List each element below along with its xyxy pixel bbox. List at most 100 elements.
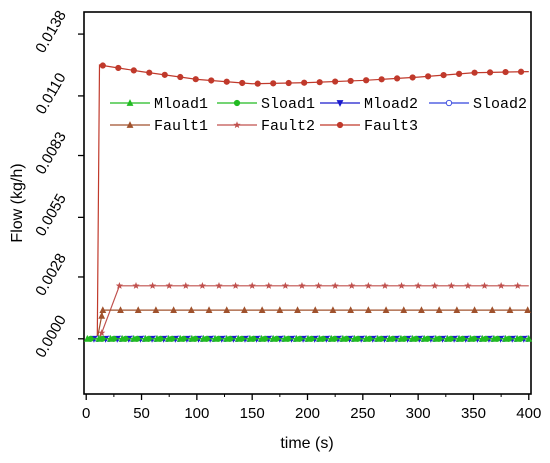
marker-fault1 xyxy=(205,306,213,313)
y-tick-label: 0.0000 xyxy=(32,312,70,360)
marker-fault1 xyxy=(453,306,461,313)
x-tick-label: 200 xyxy=(295,405,320,422)
marker-fault2 xyxy=(215,282,223,289)
marker-mload1 xyxy=(362,334,370,342)
marker-fault2 xyxy=(314,282,323,289)
marker-fault2 xyxy=(198,282,206,289)
legend-item-sload2: Sload2 xyxy=(429,96,527,113)
legend-item-mload1: Mload1 xyxy=(110,96,208,113)
marker-fault3 xyxy=(223,78,230,85)
legend-label-mload1: Mload1 xyxy=(154,96,208,113)
marker-mload1 xyxy=(165,334,173,342)
y-tick-label: 0.0055 xyxy=(32,191,70,239)
marker-fault1 xyxy=(382,306,390,313)
marker-mload1 xyxy=(293,334,300,342)
legend-item-fault3: Fault3 xyxy=(320,118,418,135)
marker-fault3 xyxy=(378,76,385,83)
marker-mload1 xyxy=(374,334,382,342)
marker-fault3 xyxy=(440,72,447,79)
marker-fault2 xyxy=(414,282,422,289)
legend-label-sload1: Sload1 xyxy=(261,96,315,113)
series-line-fault2 xyxy=(86,285,529,340)
x-tick-label: 100 xyxy=(184,405,209,422)
marker-fault3 xyxy=(517,68,525,75)
x-tick-label: 150 xyxy=(240,405,265,422)
marker-fault2 xyxy=(497,282,505,289)
marker-fault2 xyxy=(182,282,190,289)
x-axis-label: time (s) xyxy=(280,435,333,452)
marker-fault2 xyxy=(248,282,256,289)
marker-fault2 xyxy=(148,282,157,289)
marker-mload1 xyxy=(83,334,91,342)
marker-fault3 xyxy=(409,74,416,81)
marker-fault2 xyxy=(98,329,106,336)
marker-mload1 xyxy=(467,334,475,342)
marker-mload1 xyxy=(95,334,103,342)
marker-fault2 xyxy=(298,282,306,289)
marker-fault1 xyxy=(258,306,266,313)
y-tick-label: 0.0138 xyxy=(32,8,70,56)
marker-fault2 xyxy=(464,282,472,289)
marker-mload1 xyxy=(211,334,219,342)
marker-fault2 xyxy=(348,282,356,289)
legend-marker-mload2 xyxy=(336,100,344,107)
marker-fault2 xyxy=(265,282,273,289)
marker-fault2 xyxy=(281,282,289,289)
marker-fault2 xyxy=(480,282,489,289)
series-mload1 xyxy=(83,334,533,342)
legend-label-sload2: Sload2 xyxy=(473,96,527,113)
marker-fault3 xyxy=(270,80,277,87)
series-line-fault1 xyxy=(86,309,529,340)
legend-marker-sload1 xyxy=(233,99,241,107)
marker-fault3 xyxy=(239,79,246,87)
marker-fault1 xyxy=(418,306,425,313)
marker-fault3 xyxy=(394,75,401,82)
marker-fault1 xyxy=(223,306,231,313)
marker-mload1 xyxy=(258,334,265,342)
series-fault3 xyxy=(86,62,529,340)
marker-mload1 xyxy=(420,334,428,342)
marker-fault2 xyxy=(397,282,406,289)
marker-fault3 xyxy=(486,69,494,76)
marker-fault3 xyxy=(316,79,323,86)
marker-fault3 xyxy=(192,76,199,83)
marker-fault2 xyxy=(132,282,140,289)
marker-mload1 xyxy=(339,334,347,342)
marker-fault1 xyxy=(329,306,337,313)
marker-mload1 xyxy=(409,334,417,342)
x-tick-label: 350 xyxy=(461,405,486,422)
marker-fault3 xyxy=(254,80,261,87)
marker-fault1 xyxy=(152,306,160,313)
legend-label-mload2: Mload2 xyxy=(364,96,418,113)
marker-fault3 xyxy=(363,77,370,84)
marker-fault3 xyxy=(177,73,184,81)
marker-mload1 xyxy=(269,334,277,342)
marker-fault3 xyxy=(99,62,106,69)
marker-fault3 xyxy=(332,78,339,85)
legend-label-fault3: Fault3 xyxy=(364,118,418,135)
marker-mload1 xyxy=(142,334,149,342)
marker-fault2 xyxy=(331,282,339,289)
y-tick-label: 0.0110 xyxy=(33,70,70,117)
marker-fault2 xyxy=(115,282,124,289)
marker-fault1 xyxy=(471,306,478,313)
marker-fault1 xyxy=(170,306,178,313)
marker-mload1 xyxy=(118,334,126,342)
marker-mload1 xyxy=(200,334,207,342)
marker-fault1 xyxy=(134,306,142,313)
legend-item-fault2: Fault2 xyxy=(217,118,315,135)
marker-fault1 xyxy=(276,306,284,313)
marker-mload1 xyxy=(281,334,289,342)
marker-mload1 xyxy=(176,334,184,342)
marker-fault1 xyxy=(294,306,301,313)
legend-marker-mload1 xyxy=(126,99,134,106)
marker-fault3 xyxy=(161,71,168,78)
y-tick-label: 0.0083 xyxy=(32,129,70,177)
marker-fault2 xyxy=(231,282,240,289)
series-line-fault3 xyxy=(86,64,529,340)
marker-mload1 xyxy=(130,334,138,342)
marker-fault1 xyxy=(364,306,372,313)
marker-fault1 xyxy=(311,306,319,313)
marker-mload1 xyxy=(304,334,312,342)
